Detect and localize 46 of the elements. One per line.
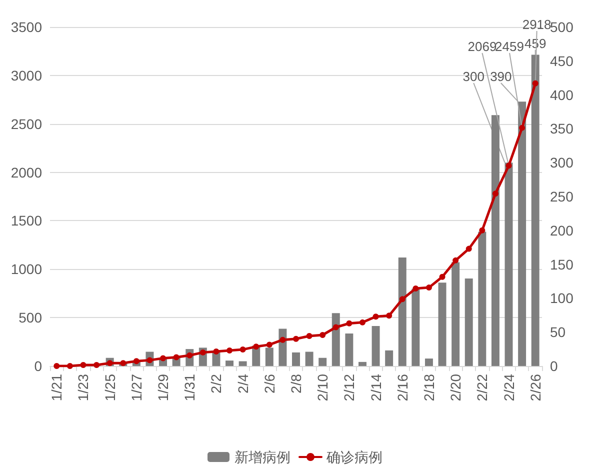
x-tick-label: 2/20: [448, 374, 464, 402]
data-label: 300: [462, 69, 484, 84]
y2-tick-label: 250: [550, 188, 574, 204]
y-tick-label: 0: [34, 358, 42, 374]
y-tick-label: 1500: [10, 212, 42, 229]
data-label: 2069: [468, 39, 497, 54]
x-tick-label: 2/26: [527, 374, 544, 402]
y2-tick-label: 500: [550, 19, 574, 35]
x-tick-label: 2/22: [474, 374, 490, 402]
x-tick-label: 2/24: [500, 374, 517, 402]
y-tick-label: 1000: [10, 261, 42, 278]
x-tick-label: 2/4: [234, 374, 251, 394]
x-tick-label: 2/14: [368, 374, 384, 402]
y2-tick-label: 450: [550, 52, 574, 69]
x-tick-label: 2/2: [208, 374, 224, 394]
x-tick-label: 1/29: [155, 374, 172, 402]
data-label: 390: [490, 69, 512, 84]
x-tick-label: 2/18: [420, 374, 437, 402]
y2-tick-label: 400: [550, 86, 574, 103]
y-tick-label: 3500: [10, 19, 42, 35]
y2-tick-label: 50: [550, 324, 566, 340]
x-tick-label: 1/23: [75, 374, 92, 402]
x-tick-label: 2/10: [314, 374, 331, 402]
x-tick-label: 2/16: [394, 374, 410, 402]
y2-tick-label: 300: [550, 154, 574, 171]
y-tick-label: 500: [18, 310, 42, 326]
data-label: 2918: [522, 17, 552, 32]
y2-tick-label: 100: [550, 290, 574, 306]
x-tick-label: 1/27: [128, 374, 144, 402]
legend-label: 确诊病例: [326, 449, 382, 465]
data-label: 2459: [495, 39, 524, 54]
x-tick-label: 1/25: [102, 374, 118, 402]
y-tick-label: 3000: [10, 67, 42, 84]
y2-tick-label: 350: [550, 120, 574, 137]
x-tick-label: 1/21: [48, 374, 65, 402]
y-tick-label: 2500: [10, 116, 42, 132]
x-tick-label: 2/12: [341, 374, 358, 402]
data-label: 459: [524, 36, 546, 51]
x-tick-label: 1/31: [182, 374, 198, 402]
y-tick-label: 2000: [10, 164, 42, 180]
x-tick-label: 2/8: [288, 374, 304, 394]
y2-tick-label: 150: [550, 256, 574, 272]
legend-label: 新增病例: [234, 449, 290, 465]
x-tick-label: 2/6: [261, 374, 278, 394]
y2-tick-label: 200: [550, 222, 574, 238]
y2-tick-label: 0: [550, 358, 558, 374]
